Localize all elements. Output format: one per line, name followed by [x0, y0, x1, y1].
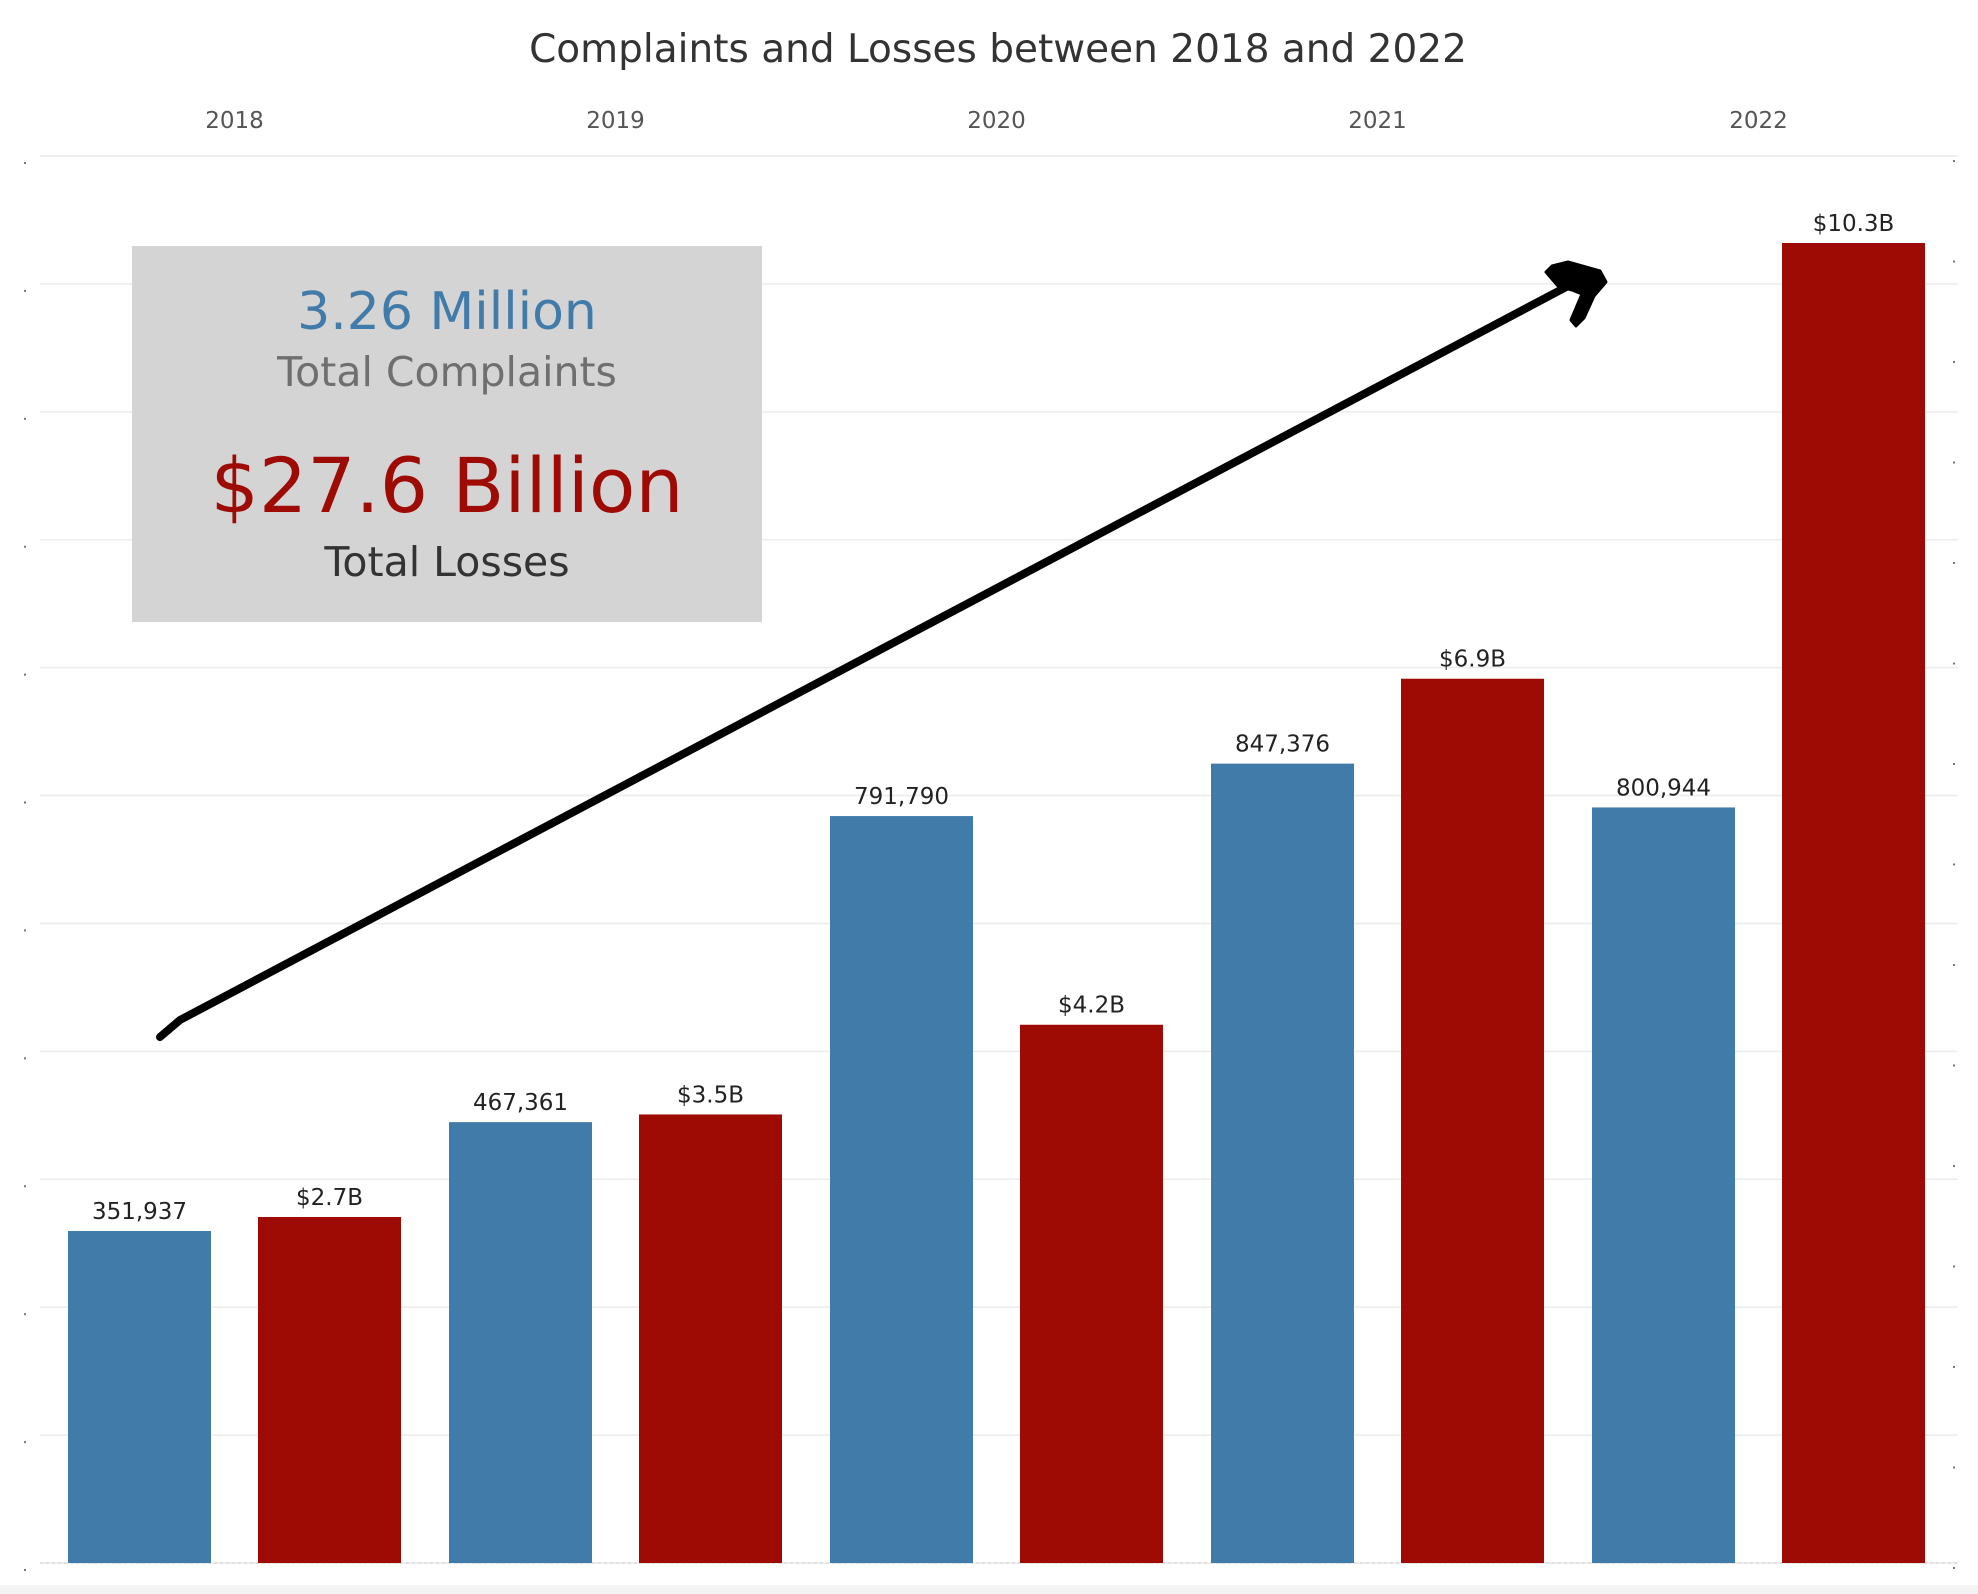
year-headers: 2018 2019 2020 2021 2022 — [205, 108, 1788, 134]
bottom-strip — [0, 1585, 1978, 1594]
trend-arrow-head — [1544, 260, 1608, 328]
left-tick — [24, 289, 26, 292]
right-tick — [1953, 1064, 1955, 1067]
losses-data-label: $2.7B — [296, 1185, 363, 1211]
losses-bar — [258, 1216, 401, 1563]
right-tick — [1953, 763, 1955, 765]
left-tick — [24, 1185, 26, 1188]
left-tick — [24, 801, 26, 804]
left-tick — [24, 929, 26, 932]
left-tick — [24, 673, 26, 676]
complaints-data-label: 467,361 — [473, 1090, 568, 1116]
complaints-bar — [830, 816, 973, 1563]
complaints-data-label: 351,937 — [92, 1199, 187, 1225]
year-header: 2020 — [967, 108, 1026, 134]
complaints-bar — [1592, 807, 1735, 1563]
losses-bar — [1401, 678, 1544, 1563]
right-tick — [1953, 461, 1955, 464]
right-tick — [1953, 1165, 1955, 1167]
chart-title: Complaints and Losses between 2018 and 2… — [529, 27, 1467, 72]
losses-bar — [1020, 1024, 1163, 1563]
complaints-bar — [1211, 763, 1354, 1563]
right-tick — [1953, 1466, 1955, 1469]
right-tick — [1953, 260, 1955, 263]
right-tick — [1953, 662, 1955, 665]
losses-data-label: $3.5B — [677, 1082, 744, 1108]
complaints-data-label: 847,376 — [1235, 732, 1330, 758]
right-tick — [1953, 160, 1955, 162]
trend-arrow-shaft — [156, 281, 1574, 1041]
year-header: 2018 — [205, 108, 264, 134]
losses-data-label: $10.3B — [1813, 211, 1895, 237]
bars — [68, 243, 1925, 1563]
right-tick — [1953, 1366, 1955, 1368]
right-tick — [1953, 361, 1955, 363]
right-tick — [1953, 1265, 1955, 1268]
total-losses-value: $27.6 Billion — [211, 441, 684, 530]
right-tick — [1953, 863, 1955, 866]
trend-arrow — [156, 260, 1608, 1041]
losses-data-label: $4.2B — [1058, 993, 1125, 1019]
total-complaints-label: Total Complaints — [276, 348, 617, 396]
year-header: 2019 — [586, 108, 645, 134]
year-header: 2022 — [1729, 108, 1788, 134]
right-tick — [1953, 562, 1955, 564]
total-complaints-value: 3.26 Million — [297, 282, 597, 342]
year-header: 2021 — [1348, 108, 1407, 134]
left-tick — [24, 1313, 26, 1316]
losses-bar — [639, 1114, 782, 1563]
bar-labels: 351,937 $2.7B 467,361 $3.5B 791,790 $4.2B 847,… — [92, 211, 1894, 1225]
summary-box: 3.26 Million Total Complaints $27.6 Bill… — [132, 246, 762, 622]
left-tick — [24, 162, 26, 164]
complaints-bar — [68, 1231, 211, 1563]
left-tick — [24, 545, 26, 548]
losses-data-label: $6.9B — [1439, 647, 1506, 673]
total-losses-label: Total Losses — [323, 538, 569, 586]
complaints-data-label: 800,944 — [1616, 775, 1711, 801]
complaints-bar — [449, 1122, 592, 1563]
left-tick — [24, 1569, 26, 1571]
complaints-data-label: 791,790 — [854, 784, 949, 810]
left-tick — [24, 1441, 26, 1444]
right-tick — [1953, 1567, 1955, 1569]
left-tick — [24, 417, 26, 420]
losses-bar — [1782, 243, 1925, 1563]
axis-ticks — [24, 160, 1955, 1571]
right-tick — [1953, 964, 1955, 966]
left-tick — [24, 1057, 26, 1060]
summary-box-background — [132, 246, 762, 622]
